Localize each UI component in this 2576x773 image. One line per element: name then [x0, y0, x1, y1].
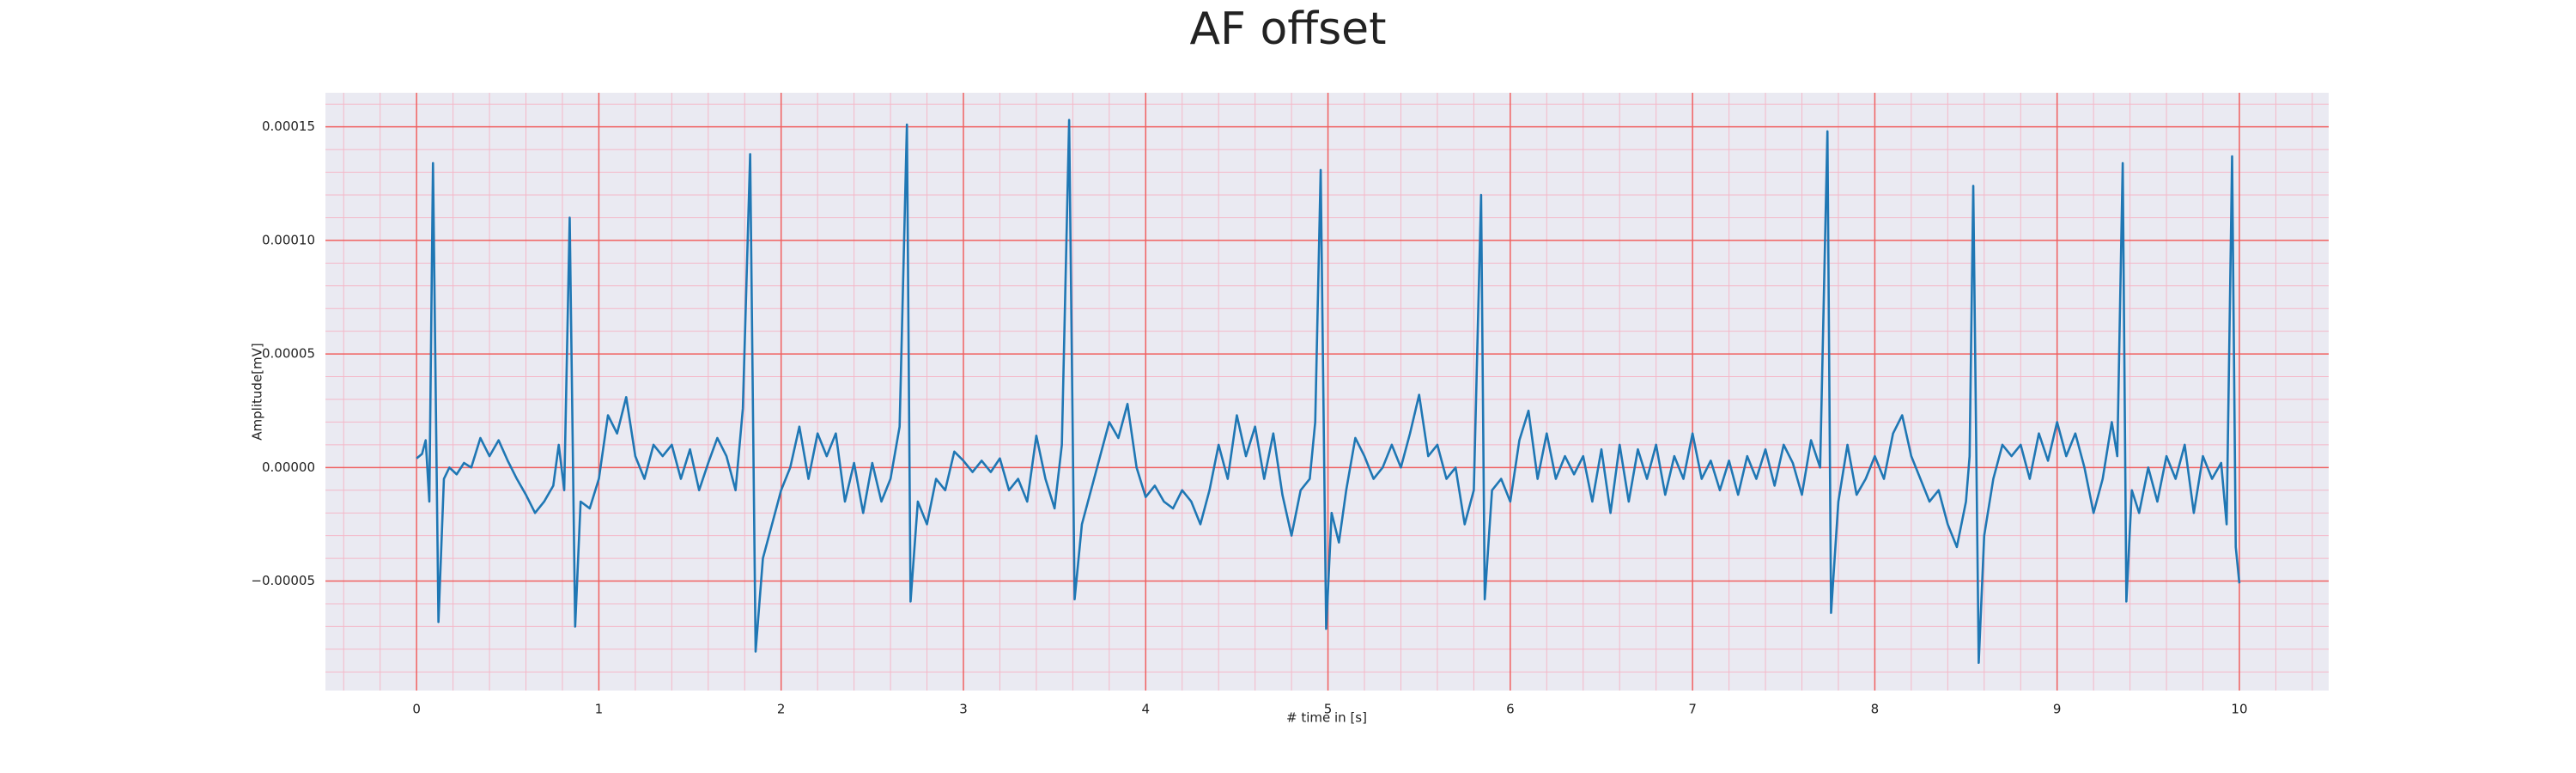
- x-tick-label: 1: [595, 702, 604, 717]
- x-axis-label: # time in [s]: [1286, 710, 1367, 726]
- x-tick-label: 5: [1324, 702, 1333, 717]
- y-tick-label: −0.00005: [251, 573, 315, 588]
- y-tick-label: 0.00005: [262, 346, 315, 362]
- y-tick-label: 0.00000: [262, 460, 315, 475]
- x-tick-label: 6: [1506, 702, 1515, 717]
- x-tick-label: 10: [2231, 702, 2247, 717]
- x-tick-label: 8: [1871, 702, 1880, 717]
- y-axis-label: Amplitude[mV]: [250, 343, 265, 440]
- y-tick-label: 0.00010: [262, 232, 315, 247]
- chart-title: AF offset: [1189, 3, 1386, 55]
- x-tick-label: 9: [2053, 702, 2062, 717]
- x-tick-label: 3: [959, 702, 968, 717]
- x-tick-label: 0: [412, 702, 421, 717]
- y-tick-label: 0.00015: [262, 119, 315, 134]
- signal-line: [416, 119, 2241, 665]
- x-tick-label: 2: [777, 702, 786, 717]
- x-tick-label: 4: [1142, 702, 1151, 717]
- x-tick-label: 7: [1688, 702, 1697, 717]
